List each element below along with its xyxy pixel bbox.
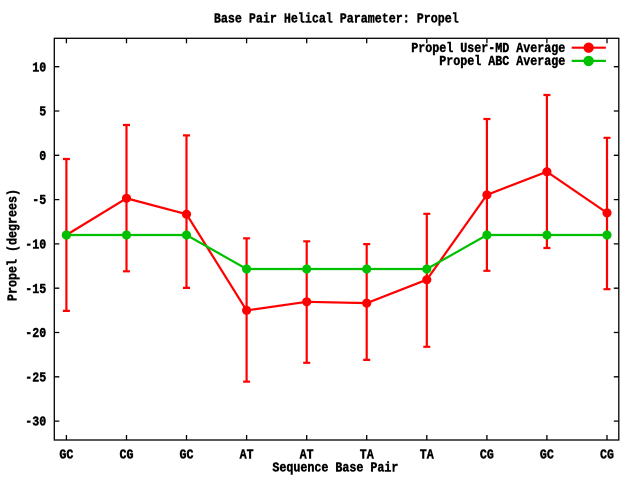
svg-text:-20: -20: [25, 325, 46, 341]
svg-text:-5: -5: [32, 192, 46, 208]
svg-text:CG: CG: [600, 447, 614, 463]
svg-text:10: 10: [32, 59, 46, 75]
svg-text:-15: -15: [25, 281, 46, 297]
svg-text:Propel (degrees): Propel (degrees): [5, 189, 21, 301]
svg-text:AT: AT: [240, 447, 254, 463]
svg-text:CG: CG: [119, 447, 133, 463]
svg-text:AT: AT: [300, 447, 314, 463]
svg-text:5: 5: [39, 104, 46, 120]
svg-text:GC: GC: [180, 447, 194, 463]
svg-text:TA: TA: [420, 447, 434, 463]
svg-text:Propel User-MD Average: Propel User-MD Average: [411, 40, 565, 56]
svg-text:-10: -10: [25, 237, 46, 253]
svg-text:Sequence Base Pair: Sequence Base Pair: [272, 459, 398, 475]
svg-text:GC: GC: [540, 447, 554, 463]
svg-text:GC: GC: [59, 447, 73, 463]
svg-text:-30: -30: [25, 414, 46, 430]
svg-text:0: 0: [39, 148, 46, 164]
svg-text:TA: TA: [360, 447, 374, 463]
svg-text:Propel ABC Average: Propel ABC Average: [439, 53, 565, 69]
svg-text:CG: CG: [480, 447, 494, 463]
svg-text:Base Pair Helical Parameter: P: Base Pair Helical Parameter: Propel: [214, 11, 459, 27]
svg-text:-25: -25: [25, 370, 46, 386]
